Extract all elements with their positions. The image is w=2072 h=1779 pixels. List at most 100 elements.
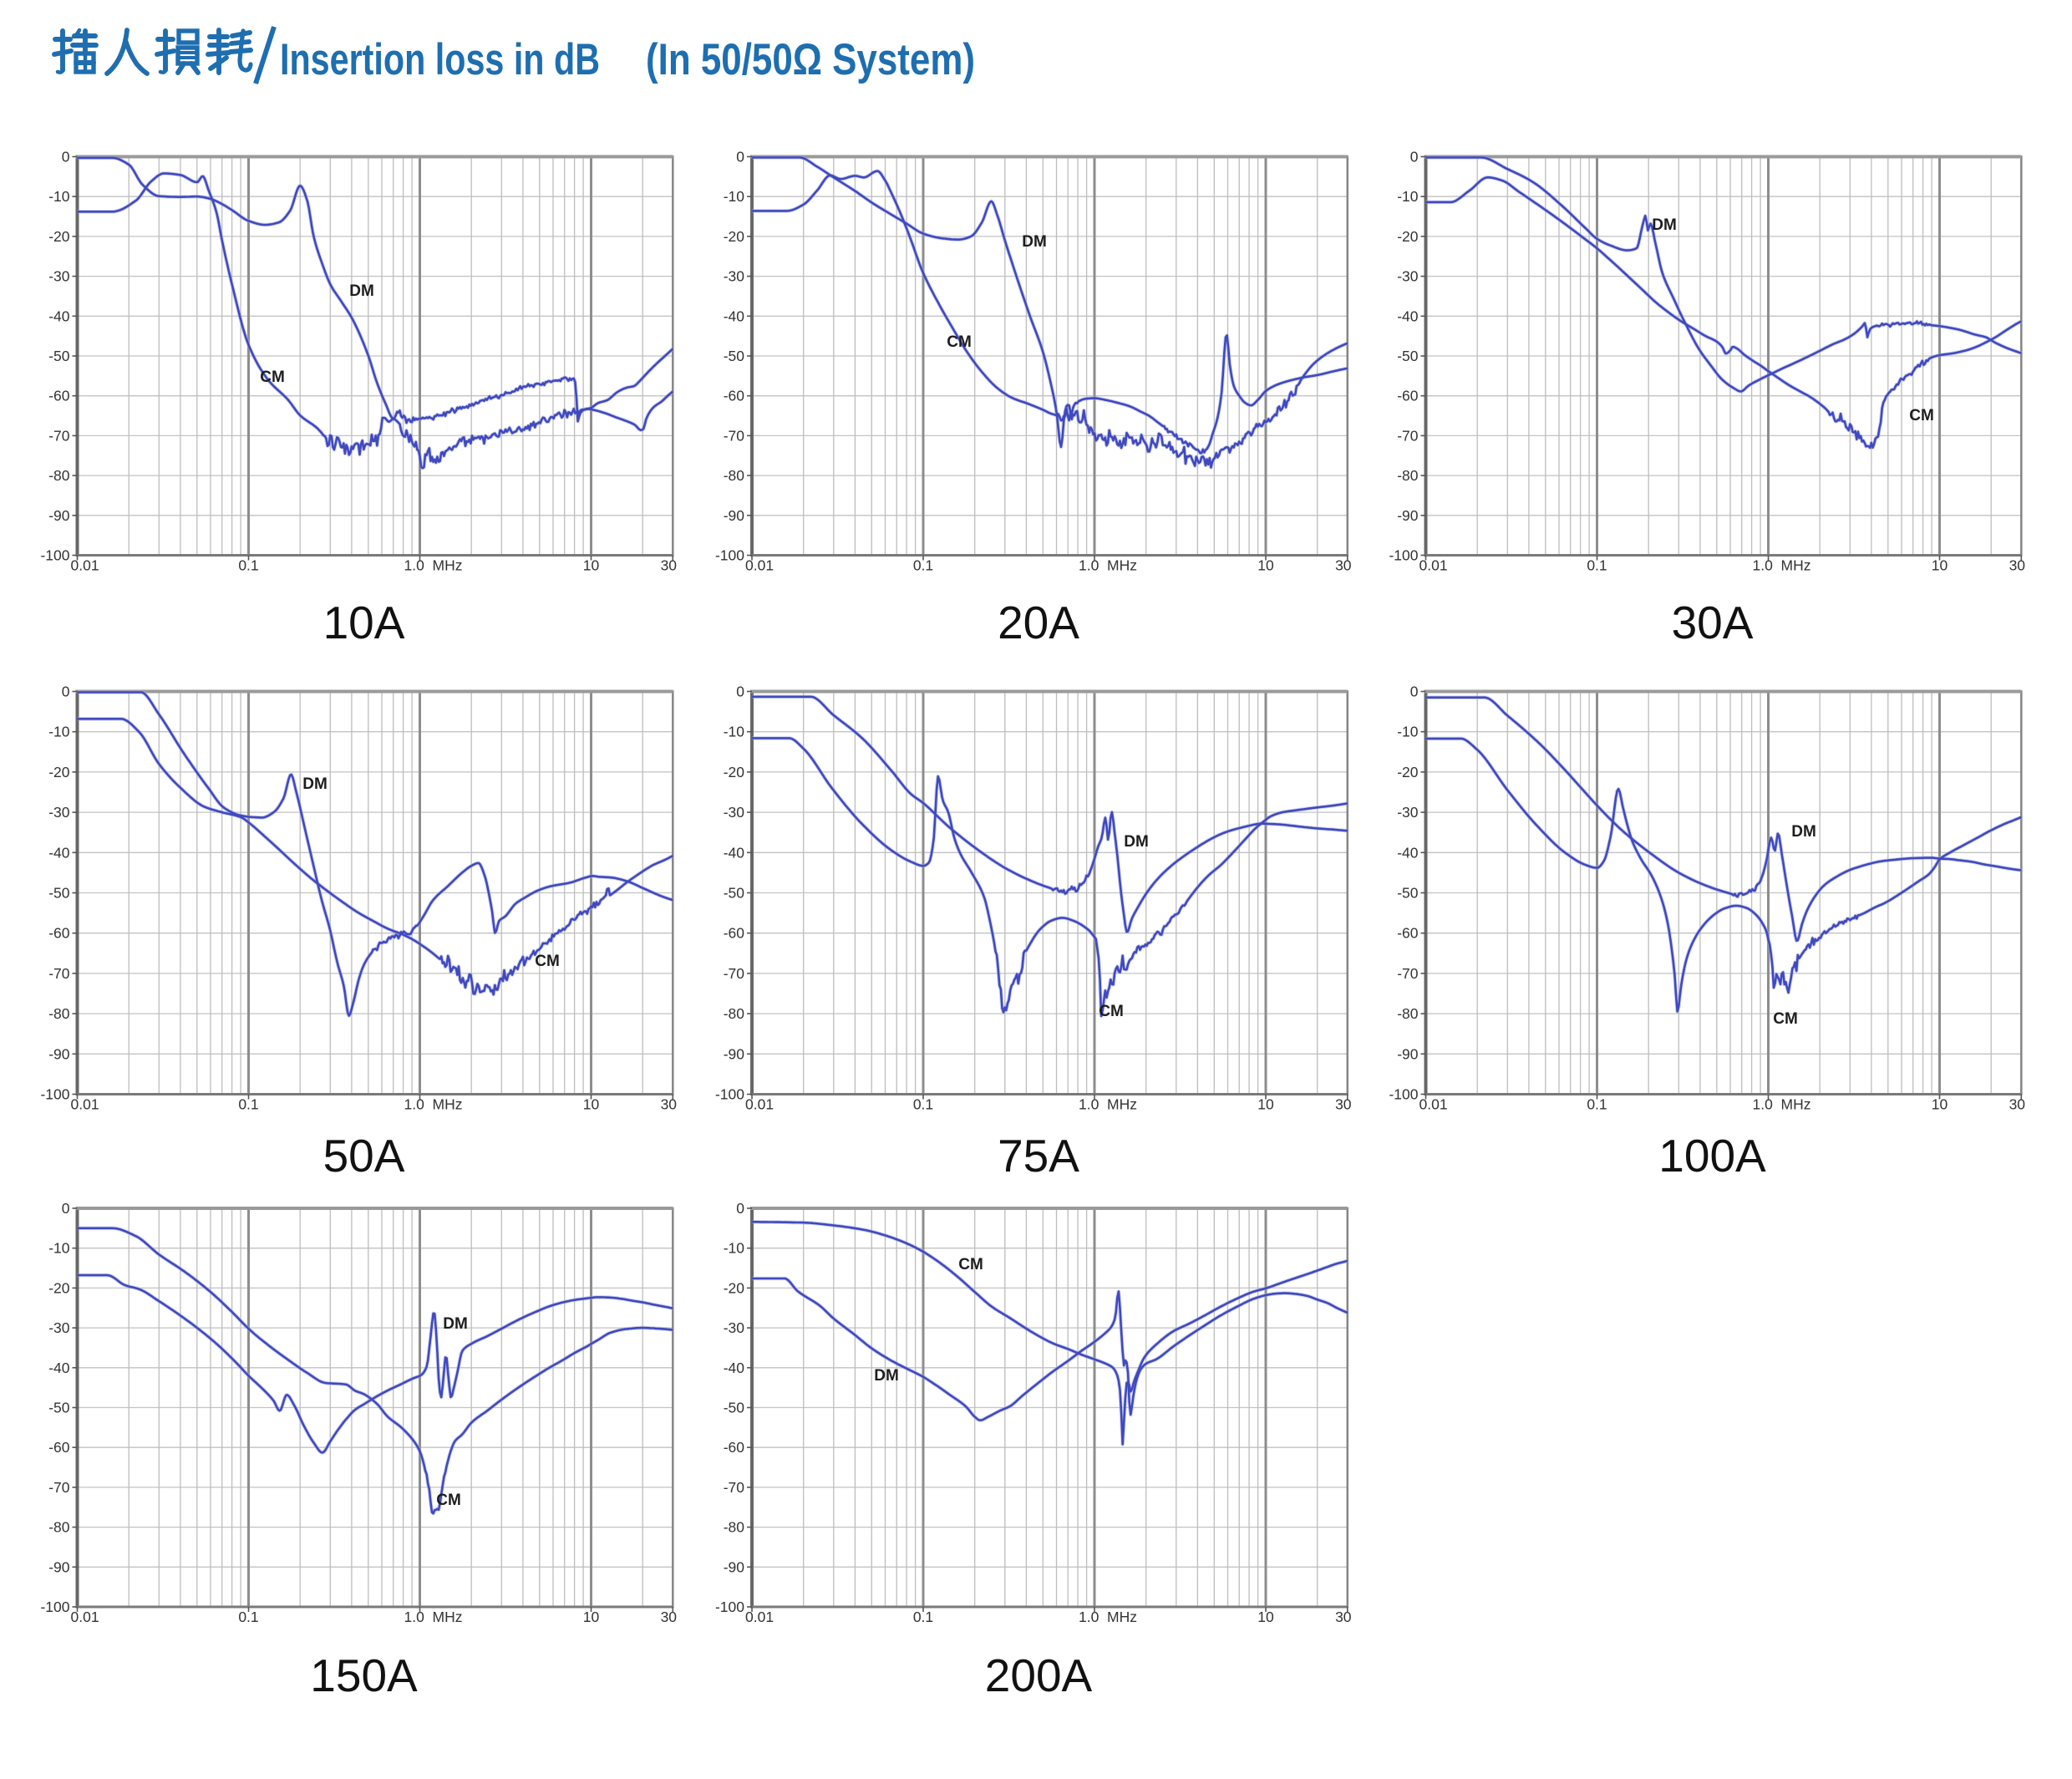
svg-text:(In 50/50Ω System): (In 50/50Ω System) [646,35,975,84]
svg-text:-50: -50 [724,348,745,364]
svg-text:-60: -60 [1397,388,1419,404]
svg-text:-70: -70 [724,427,745,444]
svg-text:-40: -40 [724,1360,745,1376]
svg-text:30: 30 [661,1609,678,1625]
svg-text:0.1: 0.1 [238,557,258,574]
svg-text:DM: DM [443,1315,468,1333]
svg-text:10: 10 [583,1096,600,1113]
svg-text:-10: -10 [1397,724,1419,740]
svg-text:DM: DM [1652,216,1677,234]
svg-text:1.0 MHz: 1.0 MHz [404,1096,462,1113]
svg-text:50A: 50A [323,1130,405,1182]
svg-text:1.0 MHz: 1.0 MHz [1079,557,1137,574]
svg-text:-80: -80 [48,1519,70,1536]
svg-text:10: 10 [1932,557,1948,574]
svg-text:200A: 200A [985,1649,1093,1701]
svg-text:-60: -60 [48,925,70,942]
svg-text:10: 10 [583,1609,600,1625]
svg-text:CM: CM [958,1256,983,1273]
svg-text:-30: -30 [1397,268,1419,285]
svg-text:DM: DM [1124,833,1149,851]
svg-text:-50: -50 [48,348,70,364]
svg-text:1.0 MHz: 1.0 MHz [1079,1096,1137,1113]
svg-text:-80: -80 [1397,467,1419,484]
svg-text:0.01: 0.01 [1419,557,1448,574]
svg-text:30: 30 [661,1096,678,1113]
svg-text:30: 30 [1335,1096,1352,1113]
svg-text:-30: -30 [48,268,70,285]
svg-text:1.0 MHz: 1.0 MHz [1079,1609,1137,1625]
svg-text:0.01: 0.01 [745,1609,774,1625]
svg-text:-90: -90 [1397,507,1419,524]
svg-text:CM: CM [1099,1003,1124,1020]
svg-text:-50: -50 [48,885,70,902]
svg-text:-80: -80 [724,1005,745,1022]
svg-text:-40: -40 [48,844,70,861]
svg-text:-100: -100 [1389,1086,1418,1103]
svg-text:10: 10 [583,557,600,574]
svg-text:-60: -60 [724,388,745,404]
svg-text:75A: 75A [998,1130,1079,1182]
svg-text:20A: 20A [998,597,1079,648]
svg-text:-10: -10 [48,1240,70,1257]
svg-text:DM: DM [349,282,374,300]
svg-text:-20: -20 [724,1279,745,1296]
svg-text:0.01: 0.01 [71,1096,99,1113]
svg-text:DM: DM [874,1367,899,1385]
svg-text:-90: -90 [48,507,70,524]
svg-text:1.0 MHz: 1.0 MHz [1752,1096,1810,1113]
svg-text:-80: -80 [1397,1005,1419,1022]
svg-text:-10: -10 [724,724,745,740]
svg-text:-90: -90 [48,1045,70,1062]
svg-text:CM: CM [260,369,285,386]
svg-text:-20: -20 [1397,228,1419,245]
svg-text:-40: -40 [724,844,745,861]
svg-text:-10: -10 [48,724,70,740]
svg-text:CM: CM [947,333,972,351]
svg-text:0: 0 [62,684,70,700]
svg-text:-40: -40 [1397,308,1419,324]
svg-text:10: 10 [1257,1096,1274,1113]
svg-text:0.01: 0.01 [71,1609,99,1625]
svg-text:-100: -100 [40,1599,69,1615]
svg-text:-40: -40 [48,1360,70,1376]
svg-text:0: 0 [62,149,70,165]
svg-text:-30: -30 [724,1319,745,1336]
svg-text:-30: -30 [48,804,70,821]
svg-text:-50: -50 [1397,348,1419,364]
svg-text:30: 30 [661,557,678,574]
svg-text:-90: -90 [724,1558,745,1575]
svg-text:CM: CM [436,1492,461,1509]
svg-text:0: 0 [1410,149,1419,165]
svg-text:-10: -10 [1397,188,1419,205]
svg-text:0.1: 0.1 [913,1609,933,1625]
svg-text:150A: 150A [310,1649,418,1701]
svg-text:30: 30 [2009,557,2026,574]
svg-text:Insertion loss in dB: Insertion loss in dB [280,35,600,84]
svg-text:1.0 MHz: 1.0 MHz [1752,557,1810,574]
svg-text:0: 0 [1410,684,1419,700]
svg-text:-60: -60 [724,1439,745,1456]
svg-text:0.1: 0.1 [238,1609,258,1625]
svg-text:0: 0 [736,149,744,165]
svg-text:0.01: 0.01 [1419,1096,1448,1113]
svg-text:0.01: 0.01 [71,557,99,574]
svg-text:-60: -60 [1397,925,1419,942]
svg-text:-90: -90 [724,507,745,524]
svg-text:-70: -70 [48,1479,70,1496]
svg-text:0: 0 [736,1200,744,1217]
svg-text:-80: -80 [724,467,745,484]
svg-text:0: 0 [62,1200,70,1217]
svg-text:DM: DM [1022,233,1047,251]
svg-text:CM: CM [535,953,560,970]
svg-text:-50: -50 [724,1400,745,1416]
svg-text:-70: -70 [48,427,70,444]
svg-text:30: 30 [1335,1609,1352,1625]
svg-text:0.1: 0.1 [1587,557,1607,574]
svg-text:CM: CM [1773,1010,1798,1028]
svg-text:30: 30 [1335,557,1352,574]
svg-text:-70: -70 [1397,427,1419,444]
svg-text:0.1: 0.1 [913,557,933,574]
svg-text:-90: -90 [48,1558,70,1575]
svg-text:0.1: 0.1 [238,1096,258,1113]
